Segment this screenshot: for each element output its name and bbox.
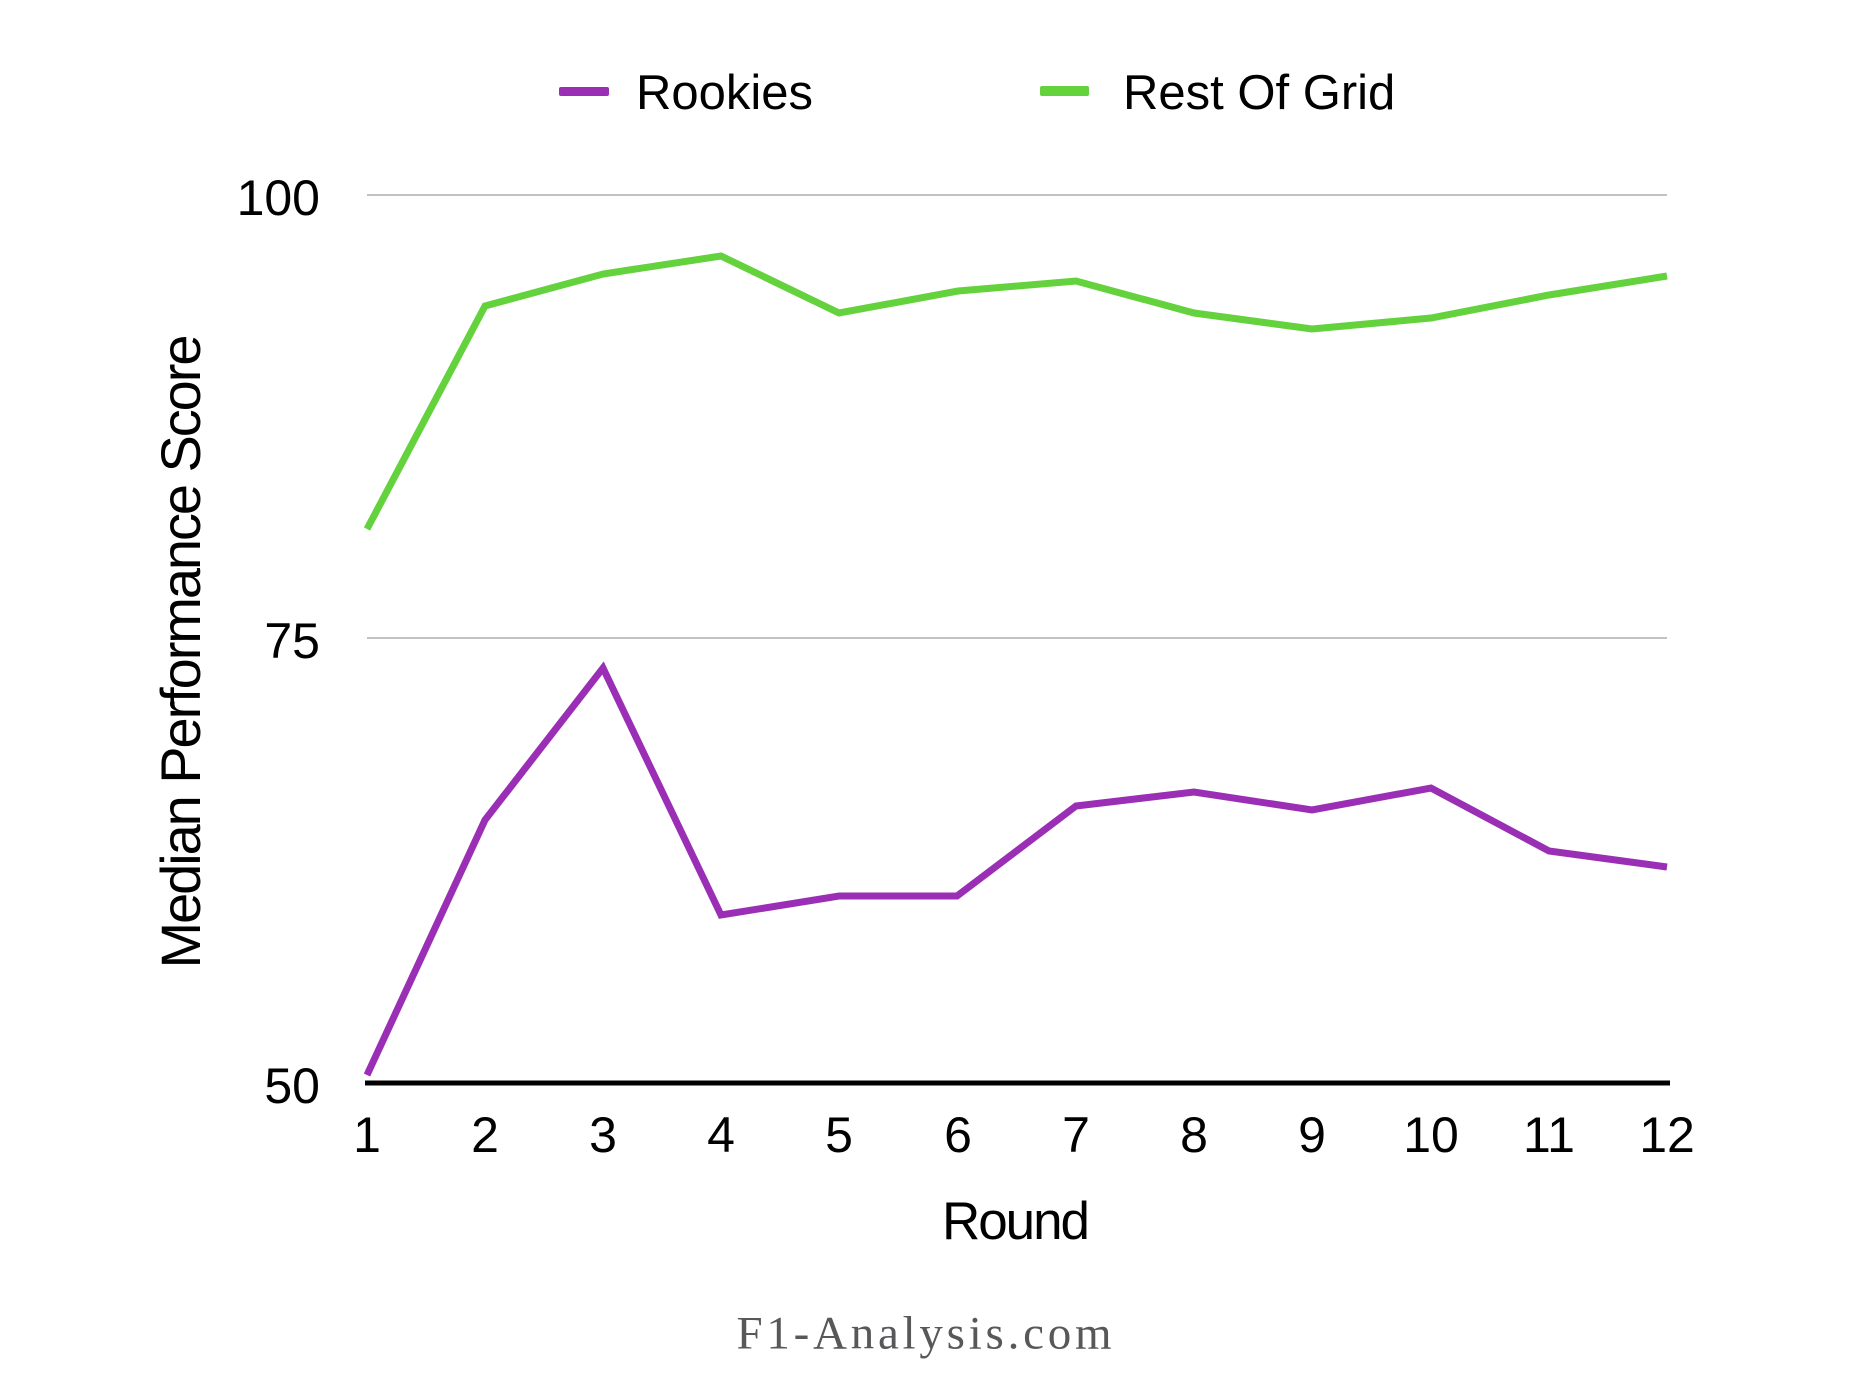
svg-text:F1-Analysis.com: F1-Analysis.com (737, 1308, 1112, 1360)
svg-text:5: 5 (825, 1107, 853, 1163)
svg-text:4: 4 (707, 1107, 735, 1163)
svg-text:7: 7 (1062, 1107, 1090, 1163)
svg-text:10: 10 (1403, 1107, 1459, 1163)
svg-text:9: 9 (1298, 1107, 1326, 1163)
svg-text:Median Performance Score: Median Performance Score (149, 335, 212, 969)
svg-text:1: 1 (353, 1107, 381, 1163)
svg-text:Rest Of Grid: Rest Of Grid (1123, 66, 1395, 120)
svg-text:2: 2 (471, 1107, 499, 1163)
svg-text:8: 8 (1180, 1107, 1208, 1163)
svg-text:100: 100 (237, 170, 320, 226)
svg-text:3: 3 (589, 1107, 617, 1163)
svg-text:6: 6 (944, 1107, 972, 1163)
svg-text:Round: Round (942, 1192, 1090, 1251)
svg-text:75: 75 (264, 613, 320, 669)
svg-text:50: 50 (264, 1058, 320, 1114)
svg-text:11: 11 (1523, 1107, 1575, 1163)
svg-text:12: 12 (1639, 1107, 1695, 1163)
svg-text:Rookies: Rookies (636, 66, 813, 120)
